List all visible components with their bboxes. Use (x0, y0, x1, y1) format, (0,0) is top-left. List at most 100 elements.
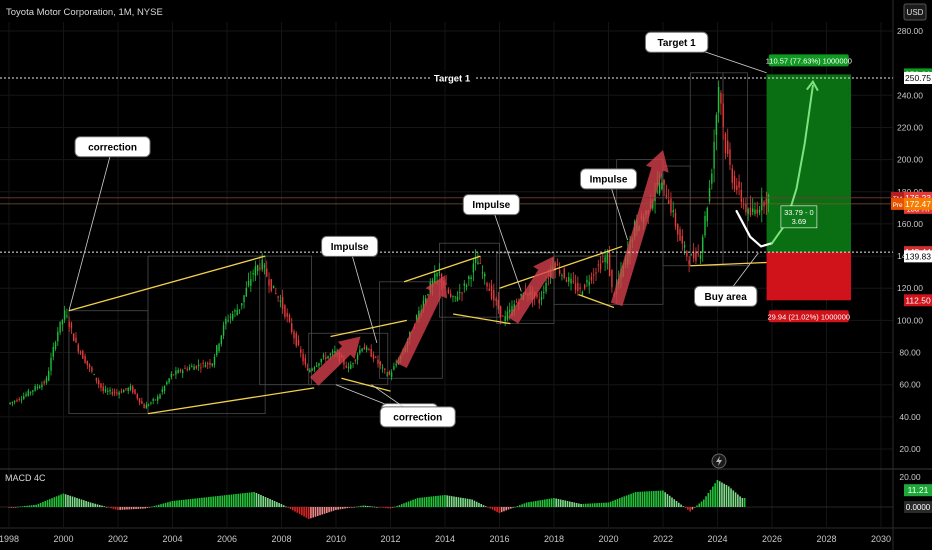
candle (16, 400, 18, 402)
candle (322, 355, 325, 357)
macd-bar (450, 496, 453, 507)
callout-box[interactable] (644, 31, 709, 53)
macd-bar (123, 507, 126, 510)
macd-bar (473, 500, 476, 507)
candle (384, 368, 386, 371)
candle (706, 207, 708, 222)
candle (295, 333, 297, 346)
candle (452, 296, 454, 298)
macd-bar (337, 507, 339, 510)
candle (218, 343, 220, 352)
macd-bar (466, 498, 469, 507)
macd-bar (37, 503, 40, 507)
candle (163, 385, 166, 392)
macd-tick-top: 20.00 (899, 472, 921, 482)
macd-bar (12, 507, 15, 508)
candle (606, 252, 609, 264)
candle (570, 278, 572, 284)
price-tick: 120.00 (897, 283, 923, 293)
candle (113, 391, 116, 393)
macd-bar (108, 507, 110, 508)
callouts[interactable]: correction Impulse Impulse correction Impuls… (68, 31, 767, 428)
macd-bar (132, 507, 135, 510)
callout-box[interactable] (579, 168, 638, 190)
macd-bar (291, 507, 294, 511)
callout-box[interactable] (74, 136, 151, 158)
candle (329, 353, 332, 355)
chart-title: Toyota Motor Corporation, 1M, NYSE (6, 7, 163, 18)
macd-bar (312, 507, 314, 518)
macd-bar (584, 503, 587, 507)
price-axis[interactable]: 20.0040.0060.0080.00100.00120.00140.0016… (891, 26, 932, 513)
time-tick: 2012 (380, 534, 400, 544)
candle (91, 367, 93, 372)
pre-market-tag-prefix: Pre (892, 202, 903, 209)
candle (593, 274, 595, 276)
macd-bar (484, 506, 487, 507)
macd-bar (410, 500, 412, 507)
candle (424, 298, 427, 304)
macd-bar (189, 499, 192, 507)
macd-bar (500, 507, 503, 513)
macd-bar (305, 507, 308, 518)
macd-bar (271, 500, 274, 507)
macd-bar (251, 492, 253, 507)
macd-bar (632, 492, 635, 507)
macd-bar (737, 494, 739, 507)
candle (515, 301, 518, 303)
macd-bar (48, 499, 51, 507)
candle (488, 288, 490, 291)
macd-pane[interactable] (0, 480, 893, 519)
candle (481, 272, 484, 274)
callout-box[interactable] (321, 235, 379, 257)
candle (193, 366, 195, 370)
macd-bar (151, 506, 153, 508)
callout-box[interactable] (462, 194, 520, 216)
macd-bar (114, 507, 117, 510)
replay-icon[interactable] (711, 453, 727, 469)
macd-bar (171, 501, 174, 507)
time-axis[interactable]: 1998 2000 2002 2004 2006 2008 2010 2012 2014 2016… (0, 534, 891, 544)
macd-bar (23, 506, 26, 507)
macd-bar (244, 493, 246, 507)
candle (674, 212, 677, 227)
candle (147, 404, 150, 406)
candle (225, 319, 227, 325)
time-tick: 2008 (271, 534, 291, 544)
callout-box[interactable] (379, 406, 456, 428)
candle (281, 297, 284, 309)
macd-bar (385, 507, 387, 508)
macd-bar (548, 498, 551, 507)
candle (608, 253, 611, 277)
candle (234, 310, 236, 312)
candle (206, 363, 209, 365)
macd-bar (400, 504, 403, 507)
macd-bar (17, 506, 19, 508)
macd-bar (582, 503, 585, 507)
macd-bar (296, 507, 299, 513)
candle (558, 270, 561, 274)
stop-zone[interactable] (766, 252, 852, 301)
candle (41, 384, 43, 388)
callout-box[interactable] (693, 285, 758, 307)
macd-bar (146, 507, 149, 508)
candle (438, 271, 441, 273)
candle (127, 387, 129, 391)
macd-bar (475, 501, 478, 507)
currency-button[interactable]: USD (903, 3, 927, 21)
time-tick: 2026 (762, 534, 782, 544)
projection-curve-high (771, 84, 814, 245)
macd-bar (346, 507, 349, 509)
price-tick: 180.00 (897, 187, 923, 197)
macd-bar (110, 507, 112, 509)
candle (279, 300, 282, 302)
candle (667, 200, 670, 204)
macd-bar (355, 506, 358, 508)
macd-bar (523, 503, 526, 507)
candle (161, 389, 163, 392)
candle (611, 269, 613, 288)
macd-bar (196, 498, 199, 507)
pre-market-tag-prefix-bg (891, 197, 904, 210)
candle (202, 362, 204, 364)
